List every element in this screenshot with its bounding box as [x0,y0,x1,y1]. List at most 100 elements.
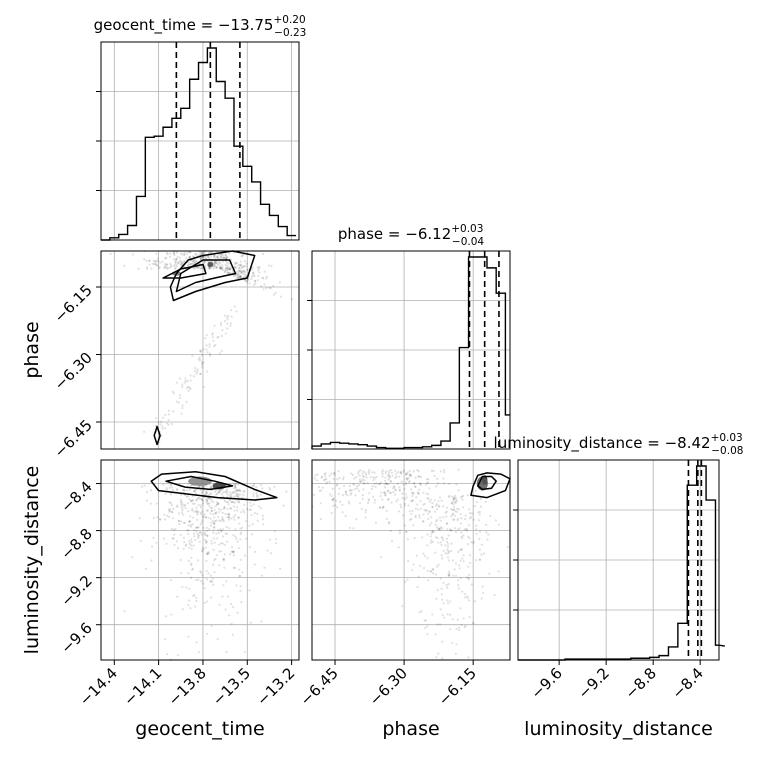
scatter-point [343,484,346,488]
scatter-point [387,474,390,477]
scatter-point [456,507,459,510]
scatter-point [216,537,219,540]
scatter-point [224,269,227,272]
scatter-point [195,526,198,529]
scatter-point [199,531,202,534]
scatter-point [445,506,449,509]
panel-geocent_time-phase-contour-2 [162,263,207,279]
scatter-point [197,485,200,488]
scatter-point [384,494,387,497]
scatter-point [186,379,189,383]
scatter-point [251,523,254,526]
scatter-point [428,510,431,513]
scatter-point [219,519,222,523]
scatter-point [243,511,246,514]
scatter-point [337,470,340,473]
scatter-point [358,474,361,477]
scatter-point [201,502,205,505]
scatter-point [240,267,243,270]
panel-geocent_time-phase-contour-0 [169,250,256,302]
scatter-point [192,594,195,598]
scatter-point [220,529,223,532]
scatter-point [237,516,240,519]
scatter-point [368,492,371,495]
scatter-point [478,537,481,541]
scatter-point [188,546,191,549]
scatter-point [194,253,197,256]
scatter-point [166,263,169,266]
scatter-point [197,266,201,269]
scatter-point [368,469,371,472]
scatter-point [387,489,390,492]
scatter-point [170,504,173,507]
scatter-point [359,480,362,484]
scatter-point [442,468,446,471]
scatter-point [231,501,234,504]
scatter-point [176,255,179,258]
xtick-label-luminosity_distance-2: −8.8 [622,664,660,702]
scatter-point [216,336,219,339]
scatter-point [250,278,253,281]
scatter-point [436,589,439,592]
xtick-label-geocent_time-4: −13.2 [253,664,298,709]
scatter-point [150,267,153,270]
scatter-point [256,495,259,498]
scatter-point [226,595,229,598]
panel-geocent_time-phase-scatter [109,249,294,443]
scatter-point [227,516,231,519]
scatter-point [211,251,214,254]
scatter-point [214,512,217,515]
scatter-point [253,563,256,566]
scatter-point [212,267,215,270]
scatter-point [183,260,186,263]
scatter-point [426,512,429,515]
scatter-point [191,499,194,502]
scatter-point [164,265,167,268]
scatter-point [188,255,192,258]
scatter-point [219,266,223,269]
scatter-point [361,472,364,475]
scatter-point [460,535,463,538]
scatter-point [411,499,414,502]
scatter-point [226,269,229,272]
scatter-point [414,476,417,479]
scatter-point [213,254,216,257]
scatter-point [360,507,363,510]
scatter-point [403,502,406,505]
scatter-point [143,258,146,261]
scatter-point [357,489,361,492]
scatter-point [237,496,240,499]
scatter-point [190,556,193,559]
scatter-point [366,501,370,505]
scatter-point [406,538,409,541]
scatter-point [224,608,227,611]
scatter-point [457,564,460,567]
scatter-point [285,490,288,493]
ytick-label-luminosity_distance-0: −8.4 [57,478,95,516]
scatter-point [446,599,449,602]
scatter-point [439,526,442,529]
scatter-point [384,479,387,482]
scatter-point [193,489,196,492]
scatter-point [233,566,237,570]
scatter-point [156,257,159,260]
scatter-point [224,254,227,257]
scatter-point [378,506,381,510]
scatter-point [438,496,442,499]
scatter-point [468,616,471,619]
scatter-point [239,270,242,273]
scatter-point [225,526,228,529]
scatter-point [223,506,226,509]
scatter-point [461,537,464,540]
scatter-point [413,537,416,540]
scatter-point [466,595,469,598]
scatter-point [373,471,376,474]
scatter-point [437,527,440,531]
scatter-point [168,515,171,519]
scatter-point [226,267,229,270]
scatter-point [419,482,422,485]
scatter-point [426,625,429,628]
scatter-point [408,481,411,484]
scatter-point [262,277,265,280]
scatter-point [364,516,367,519]
